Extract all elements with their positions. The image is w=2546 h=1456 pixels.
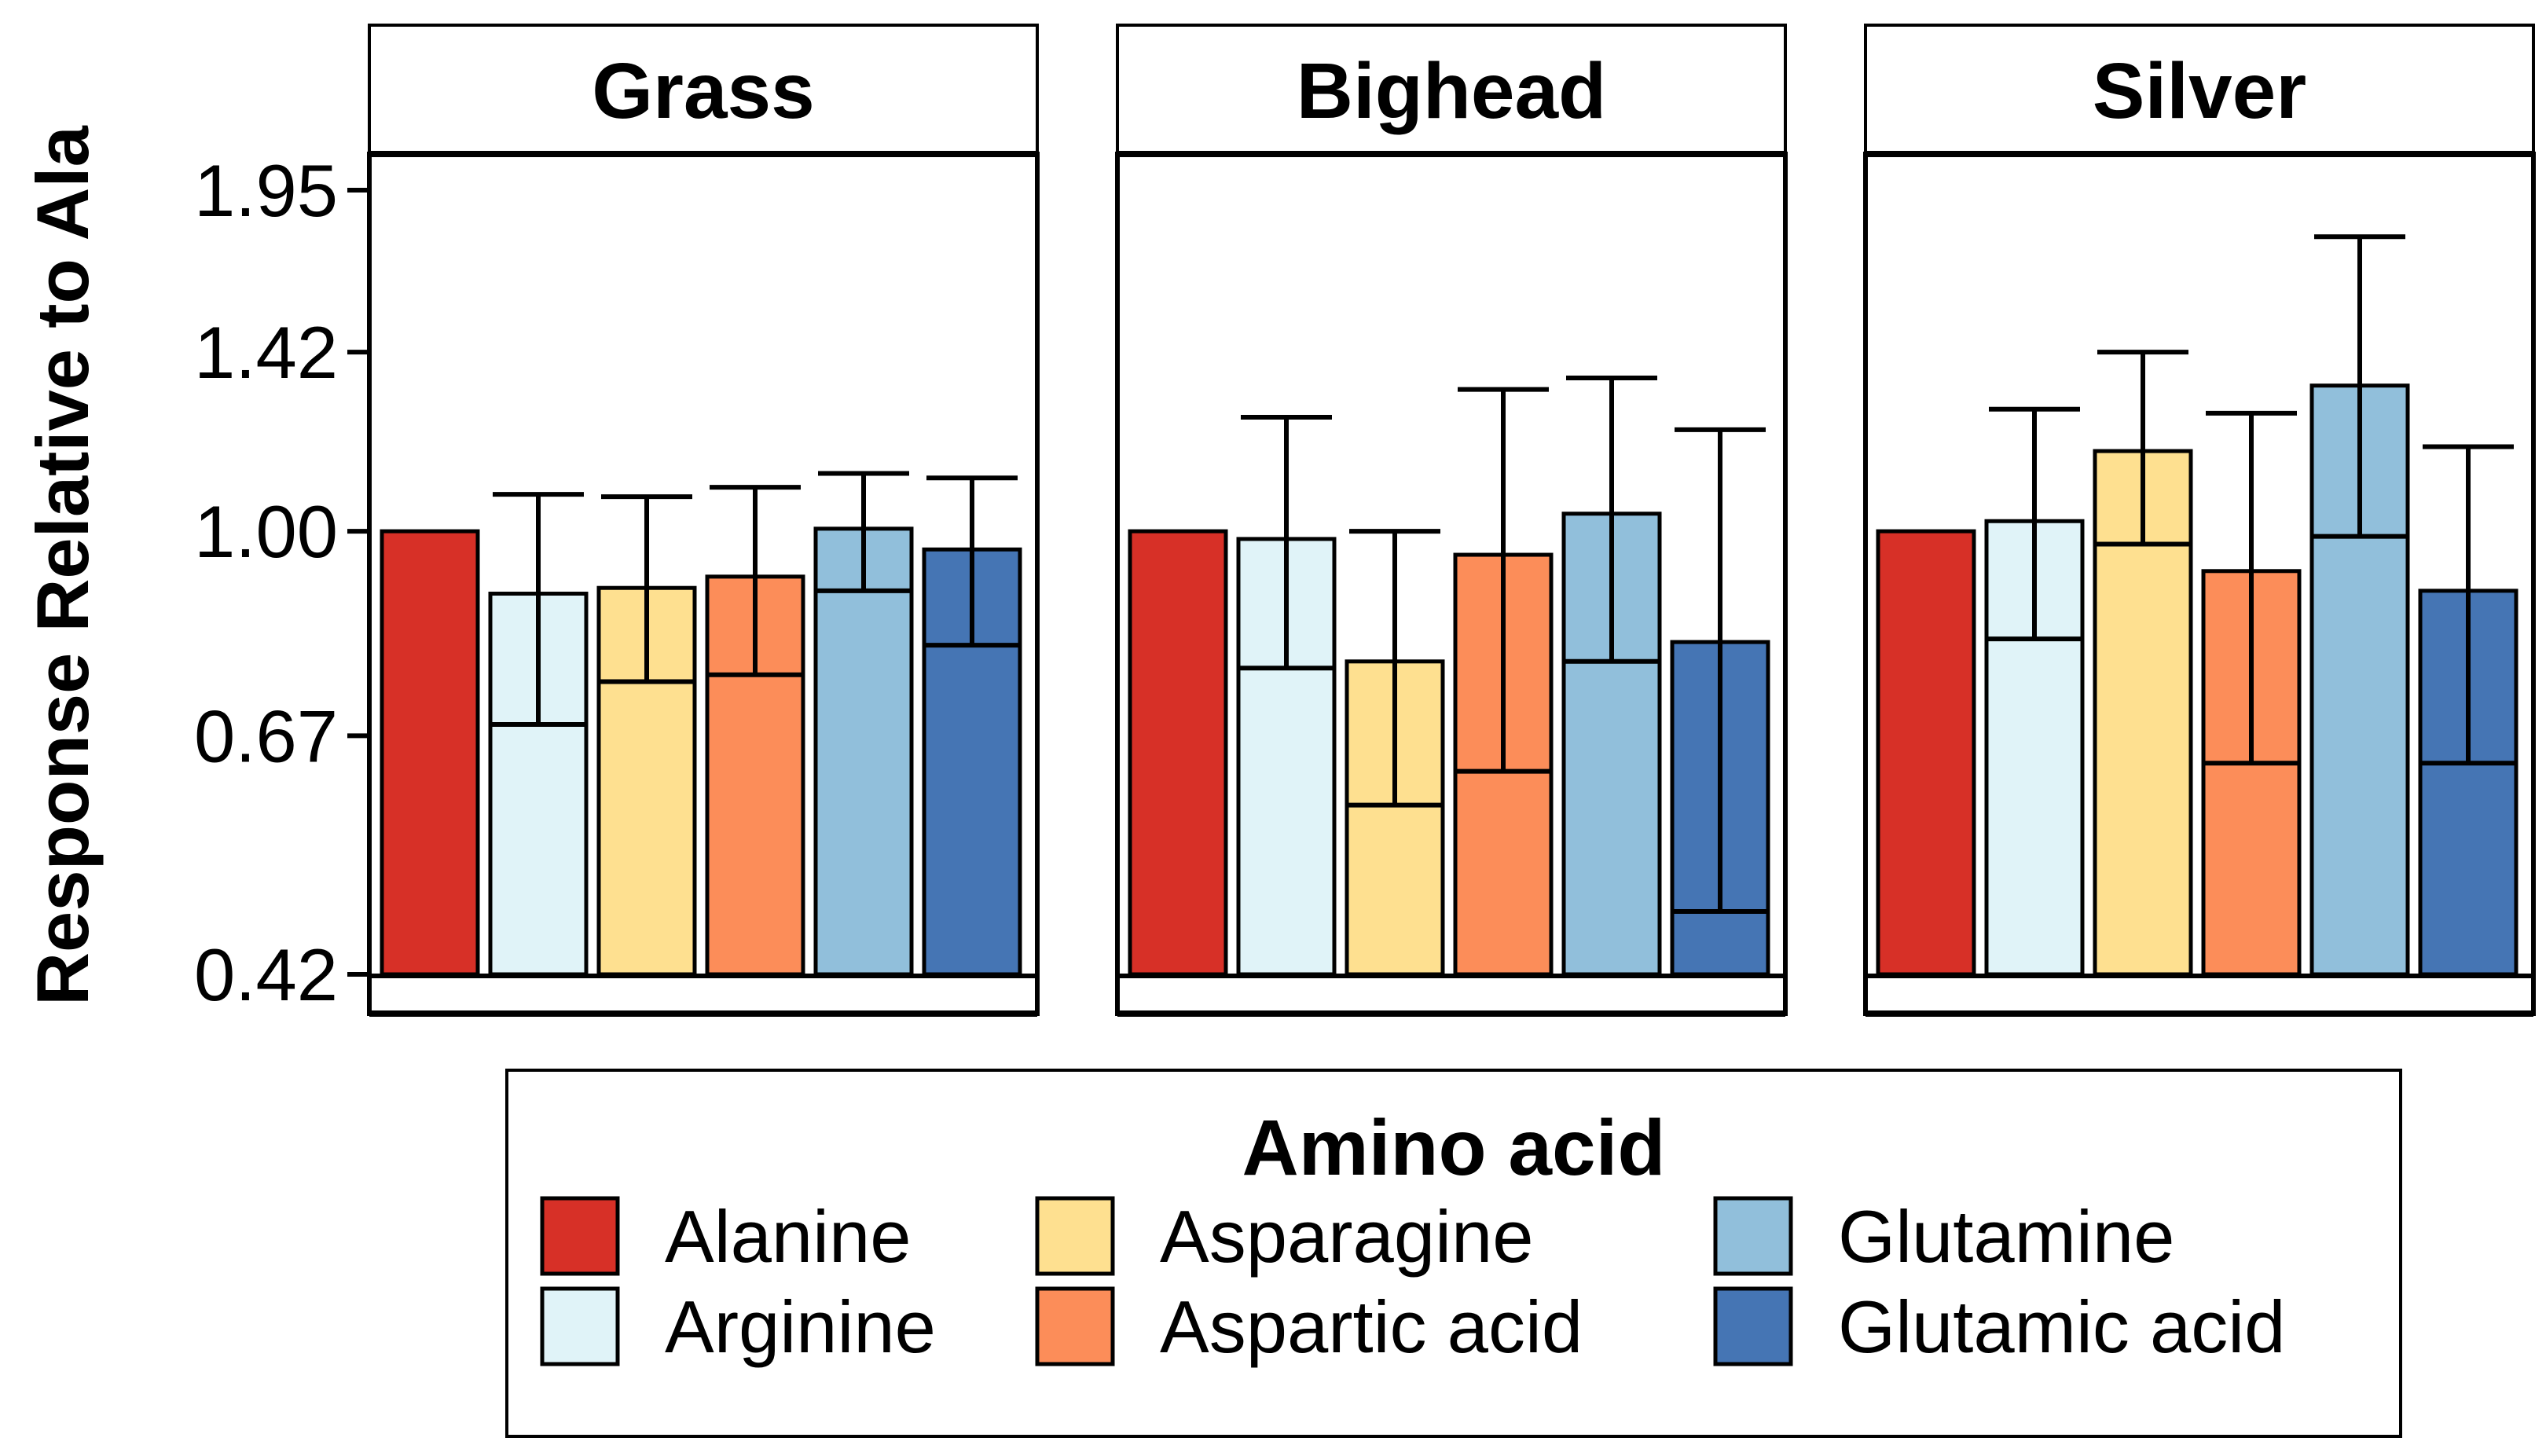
legend-swatch (540, 1286, 620, 1366)
panel-title: Bighead (1297, 47, 1606, 135)
legend-label: Asparagine (1160, 1195, 1534, 1278)
panels: Grass Bighead Silver (367, 24, 2536, 1017)
legend-item-arginine: Arginine (540, 1285, 936, 1368)
bar-bighead-alanine (1128, 529, 1228, 977)
legend-label: Glutamine (1838, 1195, 2174, 1278)
legend-label: Alanine (665, 1195, 912, 1278)
panel-bighead: Bighead (1115, 24, 1788, 1017)
bar-silver-alanine (1876, 529, 1976, 977)
y-tick-label: 1.95 (194, 149, 338, 232)
y-tick-label: 0.42 (194, 933, 338, 1016)
legend-swatch (1713, 1286, 1793, 1366)
y-axis-title: Response Relative to Ala (21, 125, 104, 1005)
bar-grass-alanine (380, 529, 480, 977)
panel-title: Silver (2093, 47, 2306, 135)
legend-item-asparagine: Asparagine (1035, 1195, 1534, 1278)
bar-grass-glutamine (813, 526, 914, 977)
panel-grass: Grass (367, 24, 1040, 1017)
legend-swatch (1035, 1286, 1115, 1366)
legend-title: Amino acid (1242, 1104, 1666, 1192)
y-tick-label: 1.00 (194, 490, 338, 573)
panel-strip (368, 24, 1039, 156)
legend-item-aspartic-acid: Aspartic acid (1035, 1285, 1583, 1368)
legend-item-glutamine: Glutamine (1713, 1195, 2174, 1278)
legend-label: Arginine (665, 1285, 936, 1368)
legend-item-glutamic-acid: Glutamic acid (1713, 1285, 2285, 1368)
panel-title: Grass (592, 47, 815, 135)
legend-item-alanine: Alanine (540, 1195, 912, 1278)
legend-swatch (540, 1196, 620, 1276)
y-axis: 0.42 0.67 1.00 1.42 1.95 (194, 149, 369, 1016)
legend-label: Aspartic acid (1160, 1285, 1583, 1368)
legend-swatch (1035, 1196, 1115, 1276)
legend-label: Glutamic acid (1838, 1285, 2285, 1368)
panel-strip (1864, 24, 2535, 156)
panel-silver: Silver (1863, 24, 2536, 1017)
y-tick-label: 1.42 (194, 311, 338, 394)
legend-box (505, 1069, 2402, 1438)
y-tick-label: 0.67 (194, 695, 338, 777)
legend-swatch (1713, 1196, 1793, 1276)
panel-strip (1116, 24, 1787, 156)
